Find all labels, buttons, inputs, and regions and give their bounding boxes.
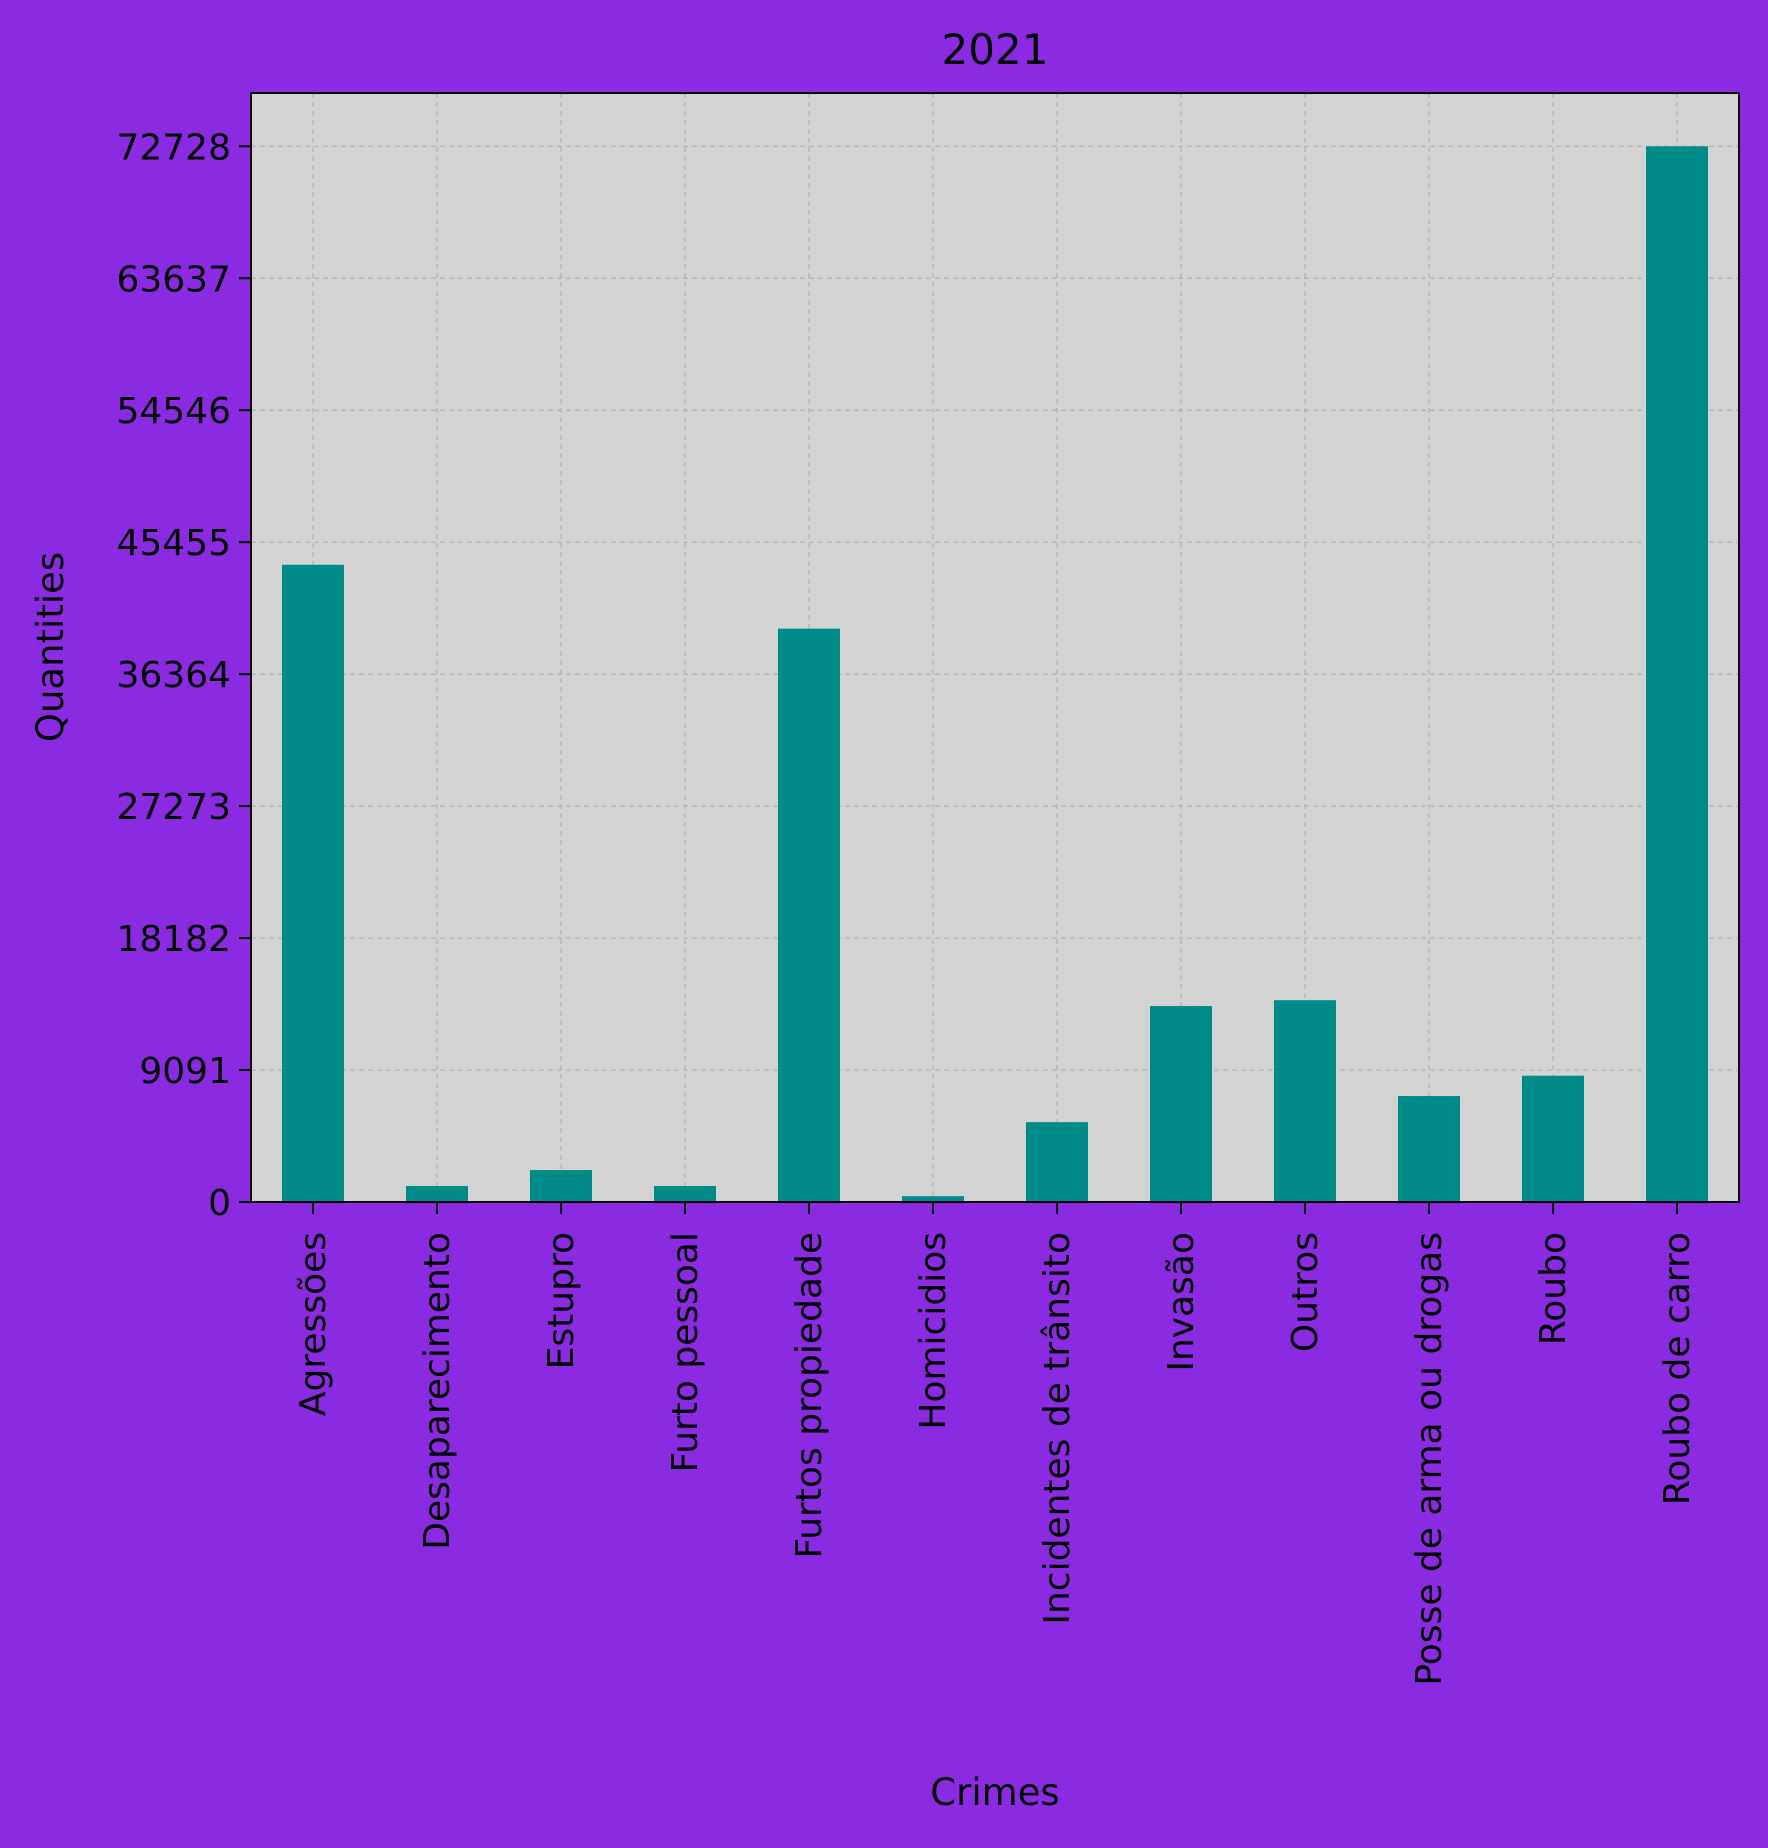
x-tick-label: Posse de arma ou drogas bbox=[1409, 1232, 1450, 1686]
y-tick-label: 0 bbox=[208, 1183, 231, 1224]
bar bbox=[282, 564, 344, 1202]
x-axis: Agressões Desaparecimento Estupro Furto pes… bbox=[293, 1202, 1698, 1686]
bar bbox=[1398, 1096, 1460, 1202]
x-tick-label: Outros bbox=[1285, 1232, 1326, 1352]
y-tick-label: 45455 bbox=[116, 523, 231, 564]
bar bbox=[778, 628, 840, 1202]
y-axis-label: Quantities bbox=[29, 552, 72, 742]
plot-area bbox=[251, 93, 1739, 1202]
y-tick-label: 54546 bbox=[116, 391, 231, 432]
bar bbox=[406, 1186, 468, 1202]
y-tick-label: 72728 bbox=[116, 127, 231, 168]
chart-title: 2021 bbox=[942, 25, 1049, 74]
bar bbox=[1646, 146, 1708, 1203]
y-tick-label: 27273 bbox=[116, 787, 231, 828]
y-tick-label: 63637 bbox=[116, 259, 231, 300]
bar bbox=[654, 1186, 716, 1202]
y-tick-label: 36364 bbox=[116, 655, 231, 696]
x-tick-label: Furto pessoal bbox=[665, 1232, 706, 1473]
y-tick-label: 18182 bbox=[116, 919, 231, 960]
x-tick-label: Roubo bbox=[1533, 1232, 1574, 1345]
x-tick-label: Incidentes de trânsito bbox=[1037, 1232, 1078, 1625]
x-tick-label: Roubo de carro bbox=[1657, 1232, 1698, 1505]
grid-lines bbox=[251, 93, 1739, 1203]
x-tick-label: Invasão bbox=[1161, 1232, 1202, 1372]
x-tick-label: Agressões bbox=[293, 1232, 334, 1416]
y-axis: 0 9091 18182 27273 36364 45455 54546 63637 72728 bbox=[116, 127, 251, 1224]
bar bbox=[1150, 1006, 1212, 1202]
bar bbox=[902, 1196, 964, 1202]
x-tick-label: Estupro bbox=[541, 1232, 582, 1369]
bar bbox=[1026, 1122, 1088, 1202]
plot-frame bbox=[250, 92, 1740, 1203]
bar bbox=[530, 1170, 592, 1202]
bar bbox=[1522, 1075, 1584, 1202]
x-tick-label: Homicidios bbox=[913, 1232, 954, 1430]
bars bbox=[282, 146, 1708, 1203]
x-tick-label: Desaparecimento bbox=[417, 1232, 458, 1550]
y-tick-label: 9091 bbox=[139, 1051, 231, 1092]
x-tick-label: Furtos propiedade bbox=[789, 1232, 830, 1559]
bar bbox=[1274, 1000, 1336, 1202]
x-axis-label: Crimes bbox=[930, 1771, 1059, 1814]
